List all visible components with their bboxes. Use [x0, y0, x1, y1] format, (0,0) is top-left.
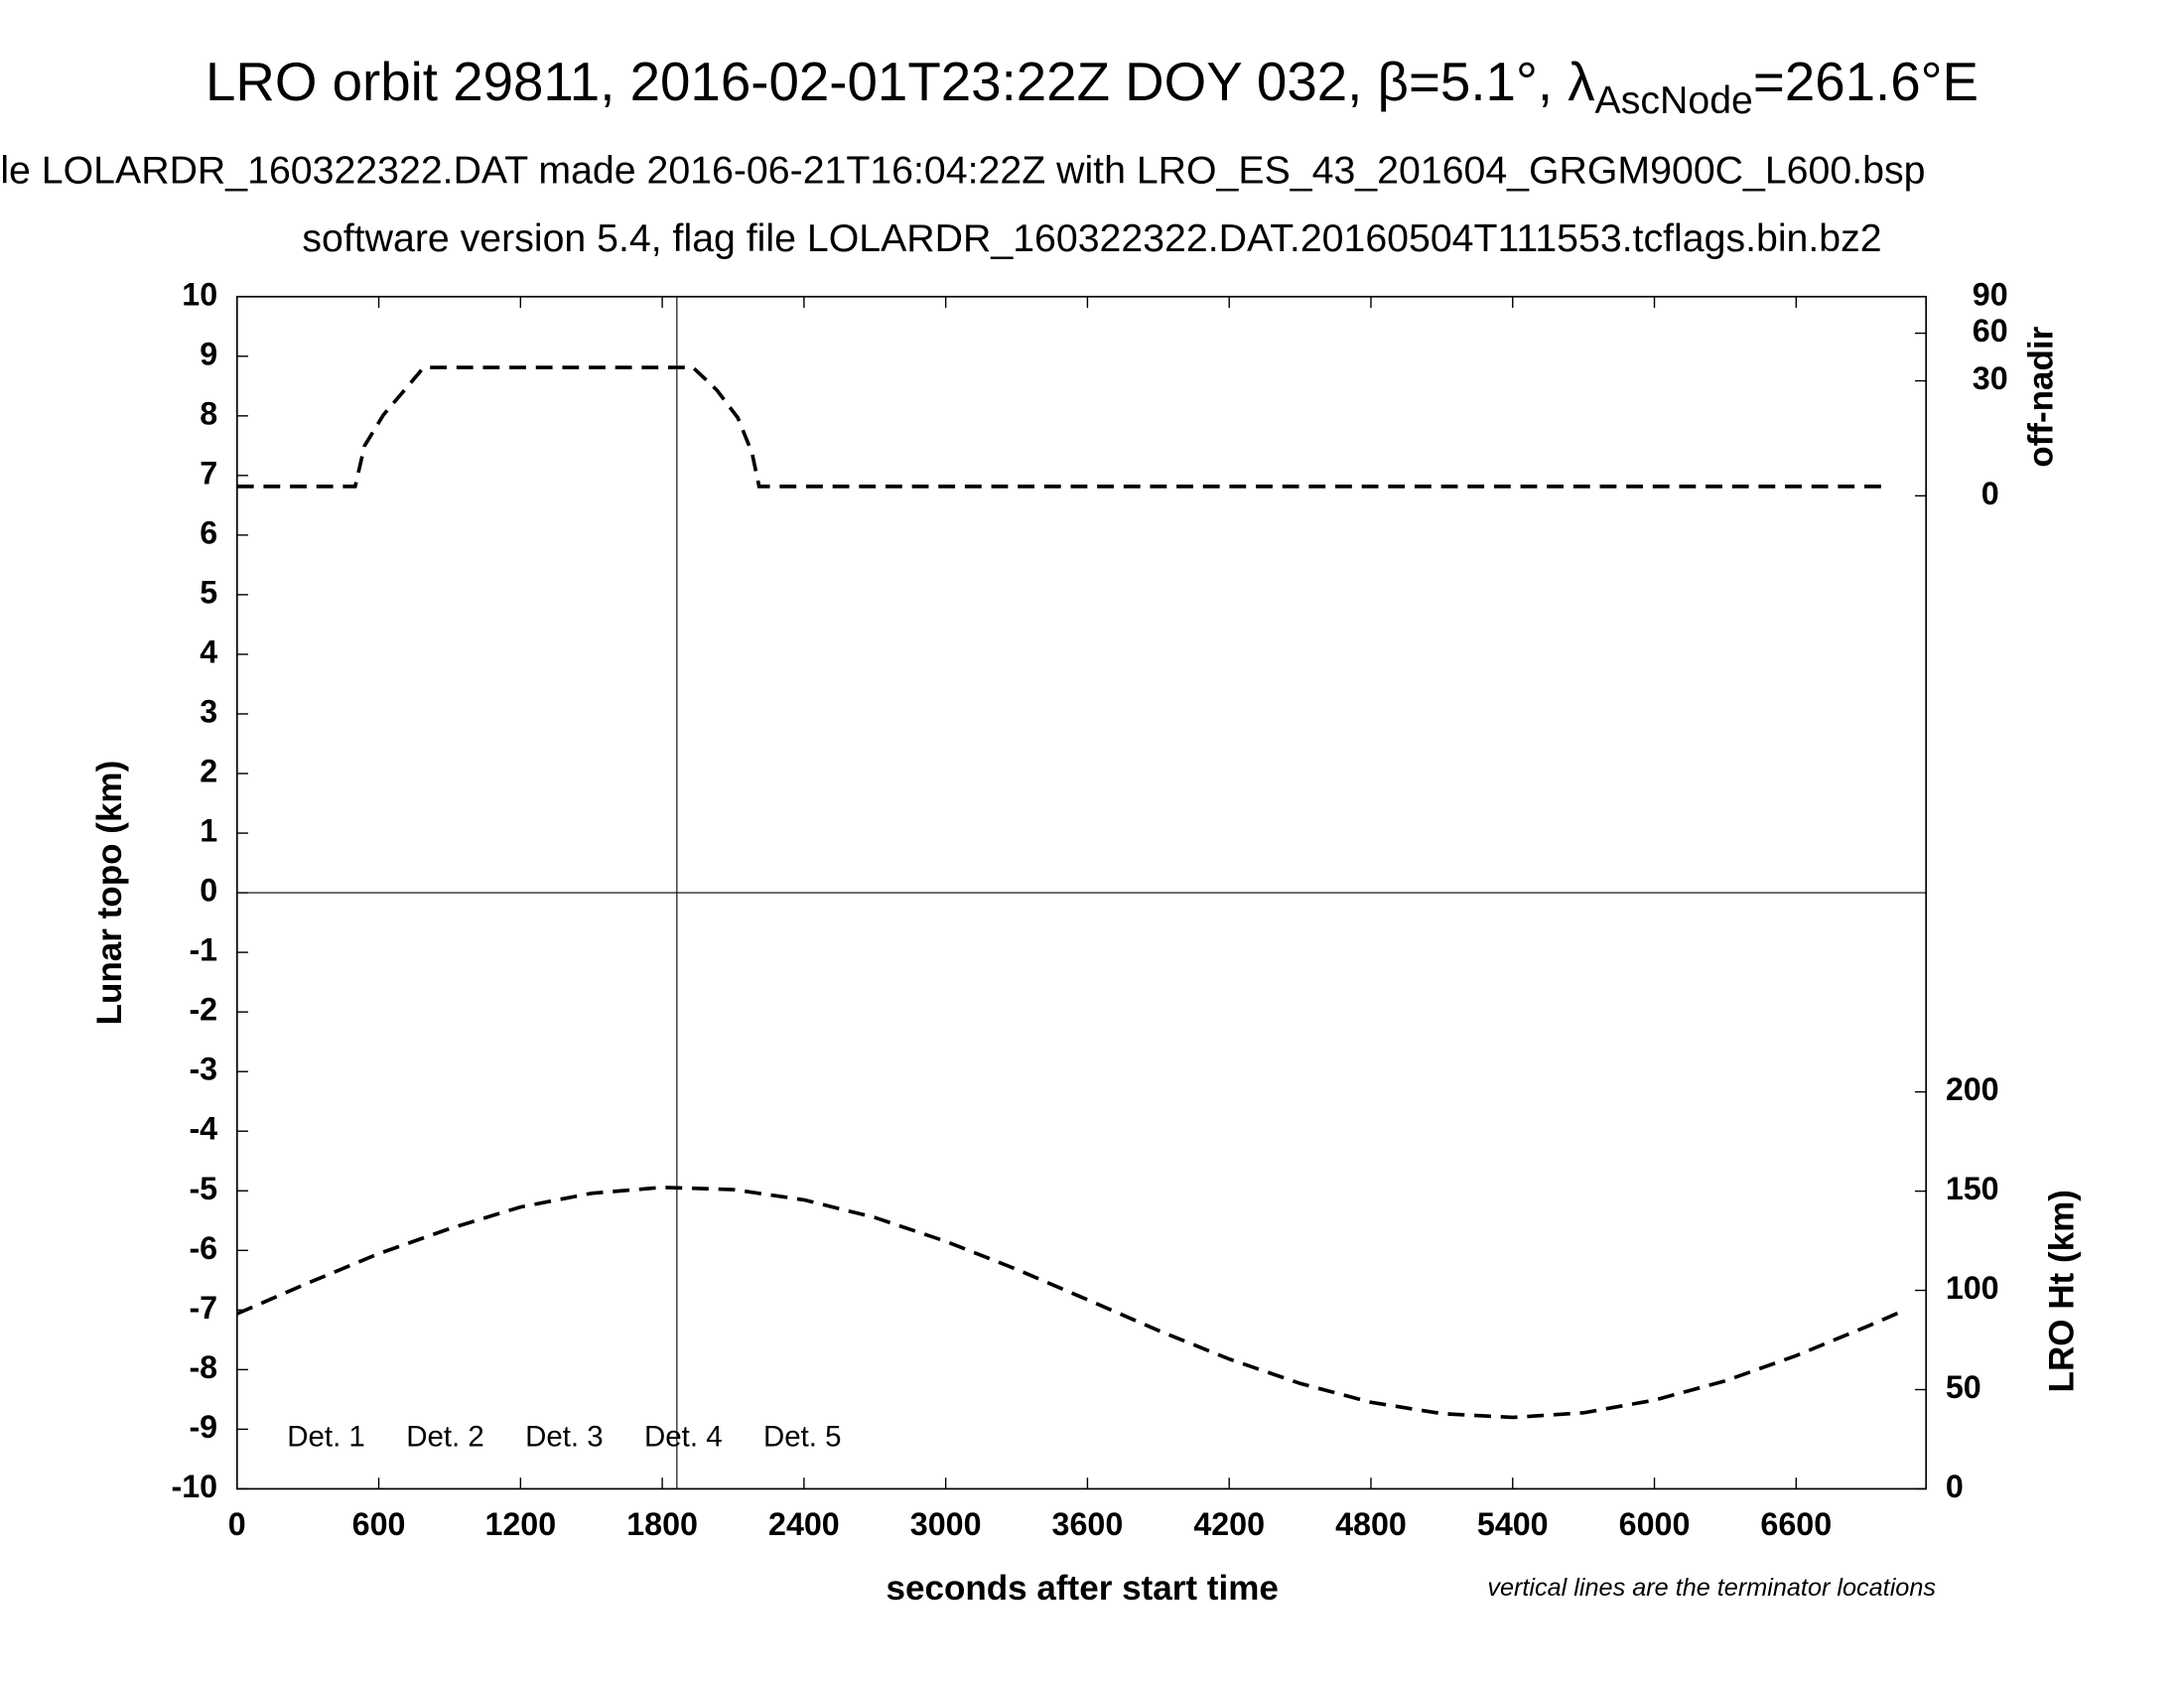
y-tick-label: 3 — [200, 694, 217, 730]
title-end: =261.6°E — [1753, 51, 1979, 112]
y-tick-label: 8 — [200, 395, 217, 431]
subtitle: le LOLARDR_160322322.DAT made 2016-06-21… — [0, 148, 1925, 192]
y-axis-label: Lunar topo (km) — [90, 761, 129, 1026]
x-tick-label: 6600 — [1760, 1506, 1832, 1542]
y-tick-label: -9 — [189, 1409, 217, 1445]
y2-tick-label: 60 — [1973, 313, 2008, 349]
y-tick-label: -8 — [189, 1349, 217, 1385]
series-line — [236, 1185, 1899, 1420]
y3-tick-label: 200 — [1946, 1071, 1999, 1107]
x-tick-label: 3600 — [1052, 1506, 1124, 1542]
x-tick-label: 2400 — [768, 1506, 840, 1542]
y2-tick-label: 90 — [1973, 276, 2008, 312]
y-tick-label: 4 — [200, 633, 217, 669]
y-tick-label: 0 — [200, 873, 217, 909]
y-tick-label: 1 — [200, 813, 217, 849]
y-tick-label: -1 — [189, 932, 217, 968]
y-tick-label: 2 — [200, 754, 217, 789]
y-tick-label: -2 — [189, 992, 217, 1028]
x-tick-label: 5400 — [1477, 1506, 1549, 1542]
y-tick-label: -6 — [189, 1230, 217, 1266]
legend-entry: Det. 2 — [406, 1421, 484, 1454]
x-tick-label: 0 — [228, 1506, 246, 1542]
legend-entry: Det. 3 — [525, 1421, 604, 1454]
title-main: LRO orbit 29811, 2016-02-01T23:22Z DOY 0… — [205, 51, 1595, 112]
series-line — [236, 365, 1891, 489]
x-tick-label: 6000 — [1619, 1506, 1691, 1542]
x-tick-label: 3000 — [910, 1506, 982, 1542]
y-tick-label: -3 — [189, 1052, 217, 1087]
subtitle: software version 5.4, flag file LOLARDR_… — [302, 216, 1881, 260]
x-axis-label: seconds after start time — [886, 1569, 1278, 1608]
y3-axis-label: LRO Ht (km) — [2042, 1190, 2081, 1392]
y-tick-label: 9 — [200, 336, 217, 371]
legend-entry: Det. 1 — [287, 1421, 365, 1454]
chart-title: LRO orbit 29811, 2016-02-01T23:22Z DOY 0… — [205, 51, 1979, 122]
y-tick-label: 10 — [182, 276, 217, 312]
x-tick-label: 1800 — [626, 1506, 698, 1542]
y-tick-label: -10 — [172, 1469, 218, 1504]
y-tick-label: 5 — [200, 574, 217, 610]
title-subscript: AscNode — [1595, 78, 1753, 122]
y-tick-label: -5 — [189, 1171, 217, 1206]
y2-tick-label: 0 — [1981, 476, 1999, 511]
y-tick-label: 6 — [200, 514, 217, 550]
legend-entry: Det. 5 — [763, 1421, 842, 1454]
y-tick-label: -7 — [189, 1290, 217, 1326]
y-tick-label: 7 — [200, 455, 217, 491]
y3-tick-label: 100 — [1946, 1270, 1999, 1306]
y3-tick-label: 150 — [1946, 1171, 1999, 1206]
y3-tick-label: 50 — [1946, 1369, 1981, 1405]
x-tick-label: 4800 — [1335, 1506, 1407, 1542]
note: vertical lines are the terminator locati… — [1487, 1574, 1936, 1602]
x-tick-label: 4200 — [1193, 1506, 1265, 1542]
y3-tick-label: 0 — [1946, 1469, 1964, 1504]
x-tick-label: 1200 — [484, 1506, 556, 1542]
y2-axis-label: off-nadir — [2021, 326, 2060, 467]
x-tick-label: 600 — [352, 1506, 406, 1542]
y-tick-label: -4 — [189, 1111, 217, 1147]
legend-entry: Det. 4 — [644, 1421, 723, 1454]
y2-tick-label: 30 — [1973, 360, 2008, 396]
